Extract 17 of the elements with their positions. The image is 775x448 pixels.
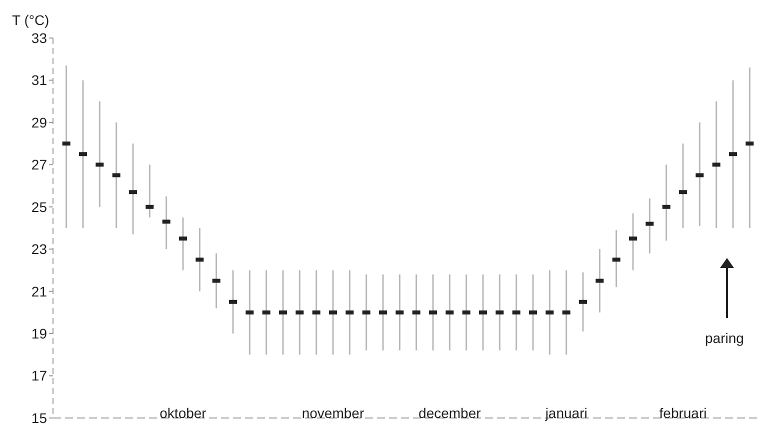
annotation: paring xyxy=(705,330,744,346)
y-tick-label: 29 xyxy=(31,114,48,130)
y-tick-label: 17 xyxy=(31,368,48,384)
y-tick-label: 27 xyxy=(31,156,48,173)
y-tick-label: 23 xyxy=(31,241,48,258)
y-tick-label: 21 xyxy=(31,283,48,300)
x-tick-label: oktober xyxy=(160,404,207,421)
x-tick-label: januari xyxy=(544,404,588,421)
y-tick-label: 31 xyxy=(31,72,48,88)
y-axis-title: T (°C) xyxy=(12,12,50,28)
x-tick-label: februari xyxy=(659,404,707,421)
y-tick-label: 25 xyxy=(31,198,48,215)
y-tick-label: 33 xyxy=(31,30,48,46)
x-tick-label: december xyxy=(418,404,482,421)
y-tick-label: 15 xyxy=(31,410,48,426)
x-tick-label: november xyxy=(302,404,364,421)
y-tick-label: 19 xyxy=(31,326,48,342)
